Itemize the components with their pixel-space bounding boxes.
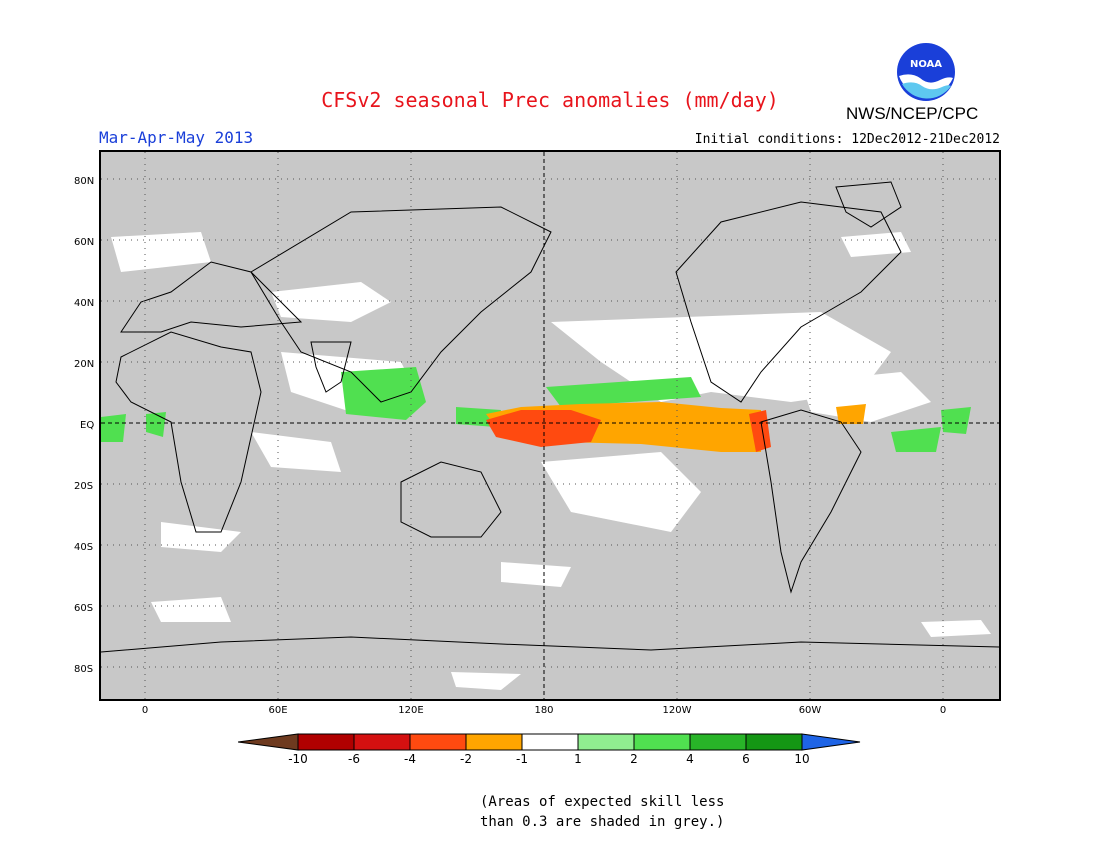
colorbar-label: 4 xyxy=(686,752,694,766)
colorbar-box xyxy=(577,733,635,751)
skill-note-line2: than 0.3 are shaded in grey.) xyxy=(480,814,725,830)
colorbar-label: -6 xyxy=(348,752,360,766)
colorbar-box xyxy=(745,733,803,751)
colorbar-label: -2 xyxy=(460,752,472,766)
lon-label-60w: 60W xyxy=(798,705,822,716)
wet-anomaly-areas xyxy=(101,367,971,452)
colorbar-label: -1 xyxy=(516,752,528,766)
map-title: CFSv2 seasonal Prec anomalies (mm/day) xyxy=(321,88,779,112)
lat-label-80n: 80N xyxy=(74,176,95,187)
lat-label-80s: 80S xyxy=(74,664,94,675)
lon-label-120e: 120E xyxy=(398,705,424,716)
lon-label-180: 180 xyxy=(534,705,554,716)
lat-label-40n: 40N xyxy=(74,298,95,309)
lat-label-60s: 60S xyxy=(74,603,94,614)
precipitation-anomaly-map xyxy=(99,150,1001,701)
colorbar-box xyxy=(409,733,467,751)
initial-conditions: Initial conditions: 12Dec2012-21Dec2012 xyxy=(694,132,1000,147)
colorbar-label: 2 xyxy=(630,752,638,766)
colorbar-label: -10 xyxy=(288,752,308,766)
agency-label: NWS/NCEP/CPC xyxy=(846,104,979,123)
lon-label-60e: 60E xyxy=(268,705,288,716)
equator-dateline xyxy=(101,152,999,699)
lat-label-60n: 60N xyxy=(74,237,95,248)
lon-label-0-east: 0 xyxy=(939,705,947,716)
lat-label-eq: EQ xyxy=(80,420,95,431)
lon-label-0: 0 xyxy=(141,705,149,716)
colorbar-label: -4 xyxy=(404,752,416,766)
colorbar-label: 1 xyxy=(574,752,582,766)
colorbar-box xyxy=(353,733,411,751)
season-label: Mar-Apr-May 2013 xyxy=(99,128,254,147)
colorbar-label: 10 xyxy=(794,752,810,766)
colorbar-label: 6 xyxy=(742,752,750,766)
colorbar-box xyxy=(465,733,523,751)
colorbar xyxy=(238,733,861,751)
lon-label-120w: 120W xyxy=(662,705,692,716)
colorbar-box xyxy=(521,733,579,751)
lat-label-40s: 40S xyxy=(74,542,94,553)
colorbar-box xyxy=(633,733,691,751)
neutral-anomaly-areas xyxy=(111,232,991,690)
lat-label-20n: 20N xyxy=(74,359,95,370)
coastlines xyxy=(101,181,999,653)
colorbar-arrow-left xyxy=(238,733,299,751)
colorbar-box xyxy=(297,733,355,751)
noaa-logo: NOAA xyxy=(897,43,955,101)
colorbar-arrow-right xyxy=(801,733,861,751)
skill-note-line1: (Areas of expected skill less xyxy=(480,794,725,810)
dry-anomaly-atlantic xyxy=(836,404,866,424)
svg-text:NOAA: NOAA xyxy=(910,59,942,70)
skill-note: (Areas of expected skill less than 0.3 a… xyxy=(480,792,724,832)
colorbar-box xyxy=(689,733,747,751)
lat-label-20s: 20S xyxy=(74,481,94,492)
